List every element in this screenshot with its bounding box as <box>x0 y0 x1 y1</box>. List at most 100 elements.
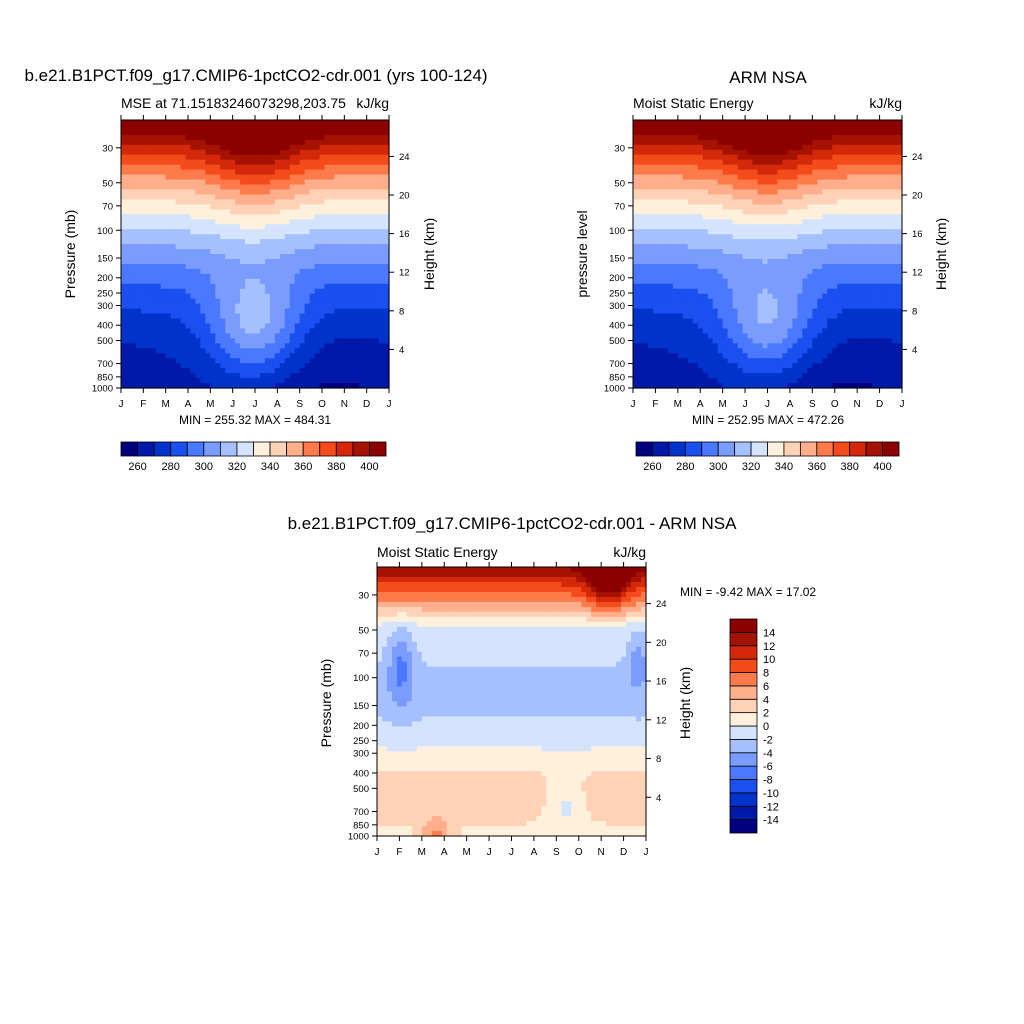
field-cell <box>349 378 355 384</box>
field-cell <box>264 164 271 171</box>
field-cell <box>200 298 206 305</box>
field-cell <box>255 383 261 389</box>
field-cell <box>757 194 764 200</box>
colorbar-label: 340 <box>261 461 279 473</box>
field-cell <box>349 368 355 374</box>
field-cell <box>264 194 271 200</box>
field-cell <box>205 149 211 156</box>
field-cell <box>195 303 201 310</box>
field-cell <box>767 134 774 141</box>
field-cell <box>334 258 340 265</box>
field-cell <box>155 139 162 146</box>
field-cell <box>225 204 231 210</box>
field-cell <box>364 124 370 131</box>
field-cell <box>284 209 291 215</box>
field-cell <box>379 194 385 200</box>
field-cell <box>284 214 291 220</box>
field-cell <box>359 234 365 240</box>
field-cell <box>250 209 256 215</box>
p-tick-label: 300 <box>97 301 113 312</box>
field-cell <box>235 234 241 240</box>
field-cell <box>274 229 281 235</box>
field-cell <box>802 368 808 374</box>
field-cell <box>364 174 370 181</box>
field-cell <box>777 338 784 344</box>
field-cell <box>160 298 167 305</box>
field-cell <box>692 179 699 186</box>
field-cell <box>677 229 684 235</box>
field-cell <box>235 338 241 344</box>
panel-obs-title: ARM NSA <box>729 68 807 87</box>
x-tick-label: F <box>140 399 146 410</box>
field-cell <box>264 338 271 344</box>
field-cell <box>732 219 739 225</box>
field-cell <box>722 343 729 349</box>
field-cell <box>259 169 266 176</box>
field-cell <box>190 229 197 235</box>
colorbar-label: 300 <box>195 461 213 473</box>
field-cell <box>807 129 813 136</box>
field-cell <box>175 154 182 161</box>
field-cell <box>121 318 127 325</box>
field-cell <box>652 169 659 176</box>
field-cell <box>210 144 216 151</box>
field-cell <box>762 368 769 374</box>
field-cell <box>140 273 147 280</box>
field-cell <box>737 234 744 240</box>
field-cell <box>672 258 679 265</box>
field-cell <box>314 204 321 210</box>
field-cell <box>334 179 340 186</box>
field-cell <box>702 244 709 250</box>
field-cell <box>747 234 754 240</box>
field-cell <box>319 343 326 349</box>
field-cell <box>145 129 152 136</box>
field-cell <box>762 293 769 300</box>
field-cell <box>250 333 256 339</box>
field-cell <box>264 258 271 265</box>
field-cell <box>359 120 365 126</box>
field-cell <box>782 373 789 379</box>
field-cell <box>135 219 142 225</box>
field-cell <box>264 169 271 176</box>
field-cell <box>692 258 699 265</box>
field-cell <box>682 268 689 275</box>
field-cell <box>667 144 674 151</box>
field-cell <box>195 293 201 300</box>
field-cell <box>185 214 192 220</box>
field-cell <box>289 358 296 364</box>
field-cell <box>274 313 281 320</box>
field-cell <box>245 194 251 200</box>
field-cell <box>359 244 365 250</box>
field-cell <box>772 373 779 379</box>
field-cell <box>732 244 739 250</box>
field-cell <box>647 120 654 126</box>
field-cell <box>235 318 241 325</box>
field-cell <box>354 254 360 260</box>
field-cell <box>165 199 172 205</box>
field-cell <box>250 323 256 330</box>
field-cell <box>250 313 256 320</box>
field-cell <box>747 313 754 320</box>
field-cell <box>633 333 639 339</box>
field-cell <box>797 209 803 215</box>
field-cell <box>737 244 744 250</box>
field-cell <box>657 373 664 379</box>
field-cell <box>687 169 694 176</box>
field-cell <box>687 209 694 215</box>
field-cell <box>637 124 644 131</box>
field-cell <box>359 348 365 354</box>
colorbar-box <box>153 441 172 457</box>
field-cell <box>369 373 375 379</box>
field-cell <box>642 199 649 205</box>
field-cell <box>309 159 316 166</box>
field-cell <box>384 174 390 181</box>
field-cell <box>121 363 127 369</box>
field-cell <box>259 358 266 364</box>
field-cell <box>359 224 365 230</box>
field-cell <box>797 249 803 255</box>
field-cell <box>637 308 644 315</box>
field-cell <box>274 368 281 374</box>
field-cell <box>369 313 375 320</box>
field-cell <box>747 134 754 141</box>
field-cell <box>384 258 390 265</box>
